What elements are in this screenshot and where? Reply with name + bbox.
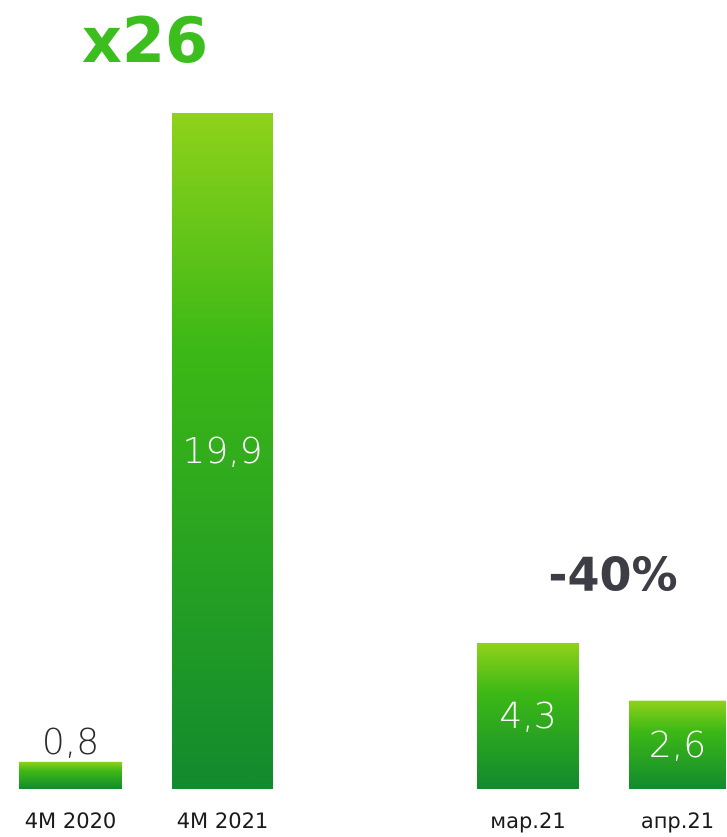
annotation: x26 (82, 4, 208, 77)
x-tick-label: апр.21 (641, 809, 714, 833)
bar (172, 113, 273, 789)
x-tick-label: 4M 2021 (177, 809, 269, 833)
x-tick-label: мар.21 (490, 809, 565, 833)
value-label: 2,6 (649, 725, 706, 766)
value-label: 0,8 (42, 722, 99, 763)
value-label: 19,9 (182, 431, 262, 472)
bar (19, 761, 122, 789)
x-tick-label: 4M 2020 (25, 809, 117, 833)
value-label: 4,3 (499, 696, 556, 737)
bar (629, 700, 726, 789)
annotation: -40% (548, 548, 677, 602)
bar (477, 642, 579, 789)
